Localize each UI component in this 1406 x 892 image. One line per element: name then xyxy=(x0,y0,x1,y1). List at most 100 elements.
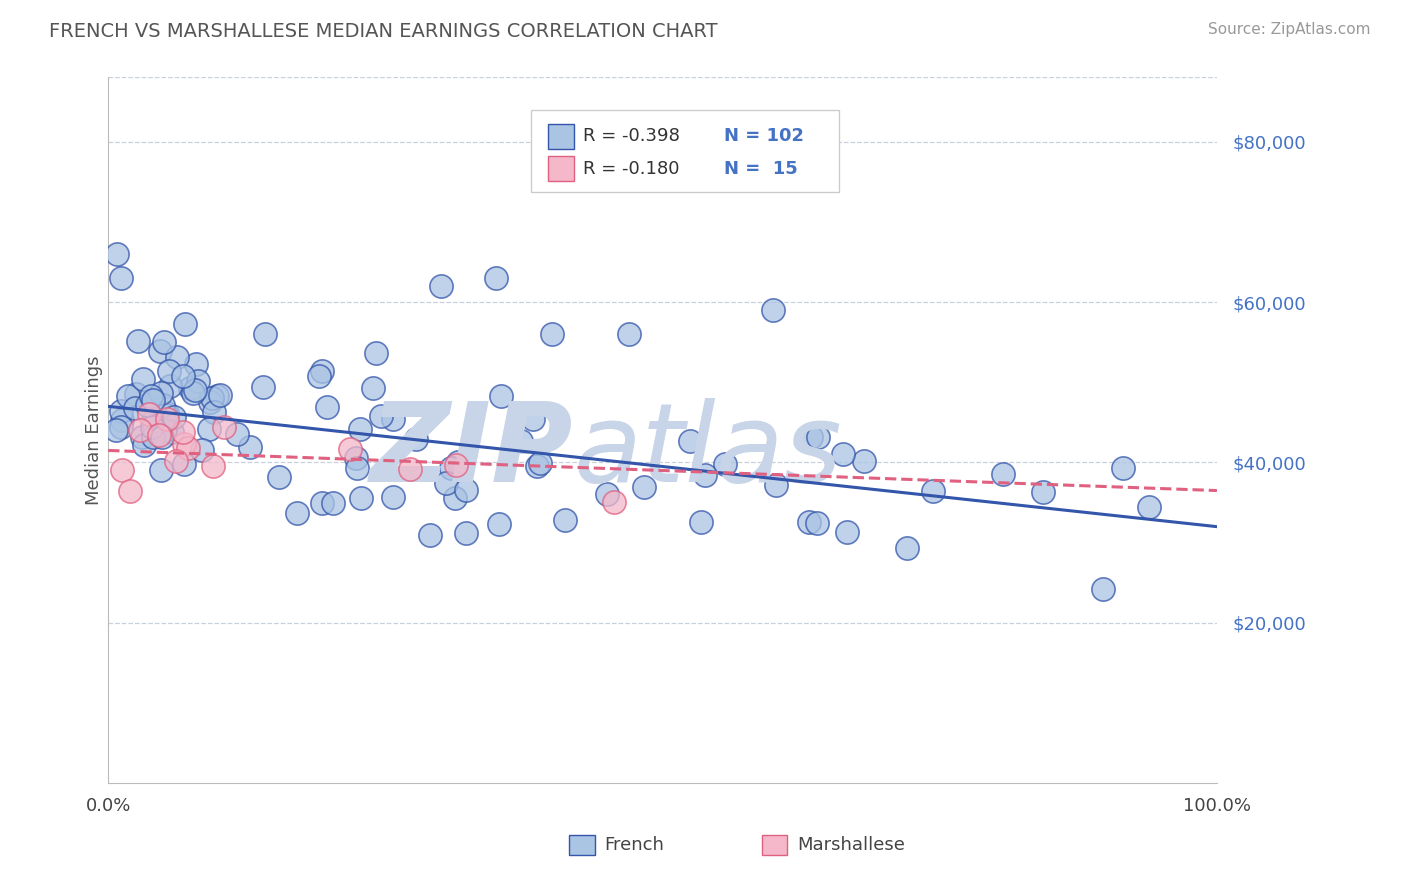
Point xyxy=(832,447,855,461)
Point xyxy=(765,478,787,492)
Point xyxy=(799,515,821,529)
Point xyxy=(311,364,333,378)
Point xyxy=(689,515,711,529)
Point xyxy=(212,419,235,434)
Point xyxy=(142,430,165,444)
Point xyxy=(132,372,155,386)
Point xyxy=(202,404,225,418)
Text: N =  15: N = 15 xyxy=(724,160,797,178)
Point xyxy=(120,483,142,498)
Point xyxy=(491,389,513,403)
Point xyxy=(1092,582,1115,596)
Point xyxy=(603,495,626,509)
Point xyxy=(991,467,1014,482)
Text: FRENCH VS MARSHALLESE MEDIAN EARNINGS CORRELATION CHART: FRENCH VS MARSHALLESE MEDIAN EARNINGS CO… xyxy=(49,22,718,41)
Point xyxy=(202,459,225,474)
Point xyxy=(799,430,821,444)
Point xyxy=(124,401,146,416)
Point xyxy=(447,455,470,469)
Point xyxy=(205,389,228,403)
Point xyxy=(177,441,200,455)
Point xyxy=(152,398,174,412)
Text: N = 102: N = 102 xyxy=(724,128,804,145)
Point xyxy=(896,541,918,555)
Point xyxy=(155,423,177,437)
Point xyxy=(160,425,183,439)
Point xyxy=(252,379,274,393)
Point xyxy=(349,422,371,436)
Point xyxy=(444,491,467,505)
Point xyxy=(208,387,231,401)
Point xyxy=(807,430,830,444)
Point xyxy=(430,279,453,293)
Point xyxy=(322,496,344,510)
Point xyxy=(127,334,149,348)
Point xyxy=(370,409,392,423)
Point xyxy=(159,379,181,393)
Y-axis label: Median Earnings: Median Earnings xyxy=(86,356,103,505)
Point xyxy=(184,357,207,371)
Point xyxy=(198,395,221,409)
Point xyxy=(522,412,544,426)
Point xyxy=(454,483,477,497)
Point xyxy=(311,496,333,510)
Point xyxy=(105,247,128,261)
Point xyxy=(155,406,177,420)
Point xyxy=(339,442,361,457)
Point xyxy=(163,409,186,424)
Point xyxy=(150,463,173,477)
Point xyxy=(172,368,194,383)
Point xyxy=(128,424,150,438)
Point xyxy=(125,386,148,401)
Point xyxy=(540,327,562,342)
Point xyxy=(679,434,702,449)
Point xyxy=(181,385,204,400)
Point xyxy=(187,374,209,388)
Point xyxy=(150,385,173,400)
Point xyxy=(405,432,427,446)
Point xyxy=(554,513,576,527)
Point xyxy=(153,335,176,350)
Point xyxy=(693,468,716,483)
Point xyxy=(225,426,247,441)
Point xyxy=(529,456,551,470)
Point xyxy=(132,438,155,452)
Point xyxy=(155,408,177,422)
Point xyxy=(105,423,128,437)
Point xyxy=(173,457,195,471)
Point xyxy=(111,462,134,476)
Point xyxy=(267,469,290,483)
Point xyxy=(633,481,655,495)
Point xyxy=(117,389,139,403)
Point xyxy=(110,404,132,418)
Point xyxy=(148,427,170,442)
Point xyxy=(191,443,214,458)
Point xyxy=(174,317,197,331)
Point xyxy=(446,458,468,472)
Point xyxy=(596,487,619,501)
Point xyxy=(166,350,188,364)
Point xyxy=(454,526,477,541)
Point xyxy=(526,458,548,473)
Point xyxy=(1031,485,1053,500)
Point xyxy=(714,457,737,471)
Text: atlas: atlas xyxy=(574,398,842,505)
Point xyxy=(762,303,785,318)
Point xyxy=(419,528,441,542)
Point xyxy=(201,391,224,405)
Point xyxy=(399,462,422,476)
Point xyxy=(142,392,165,407)
Point xyxy=(110,419,132,434)
Point xyxy=(382,490,405,504)
Point xyxy=(439,461,461,475)
Point xyxy=(308,368,330,383)
Point xyxy=(179,381,201,395)
Text: R = -0.398: R = -0.398 xyxy=(583,128,681,145)
Point xyxy=(135,398,157,412)
Text: ZIP: ZIP xyxy=(370,398,574,505)
Point xyxy=(149,343,172,358)
Point xyxy=(488,516,510,531)
Point xyxy=(156,412,179,426)
Point xyxy=(485,271,508,285)
Point xyxy=(316,400,339,414)
